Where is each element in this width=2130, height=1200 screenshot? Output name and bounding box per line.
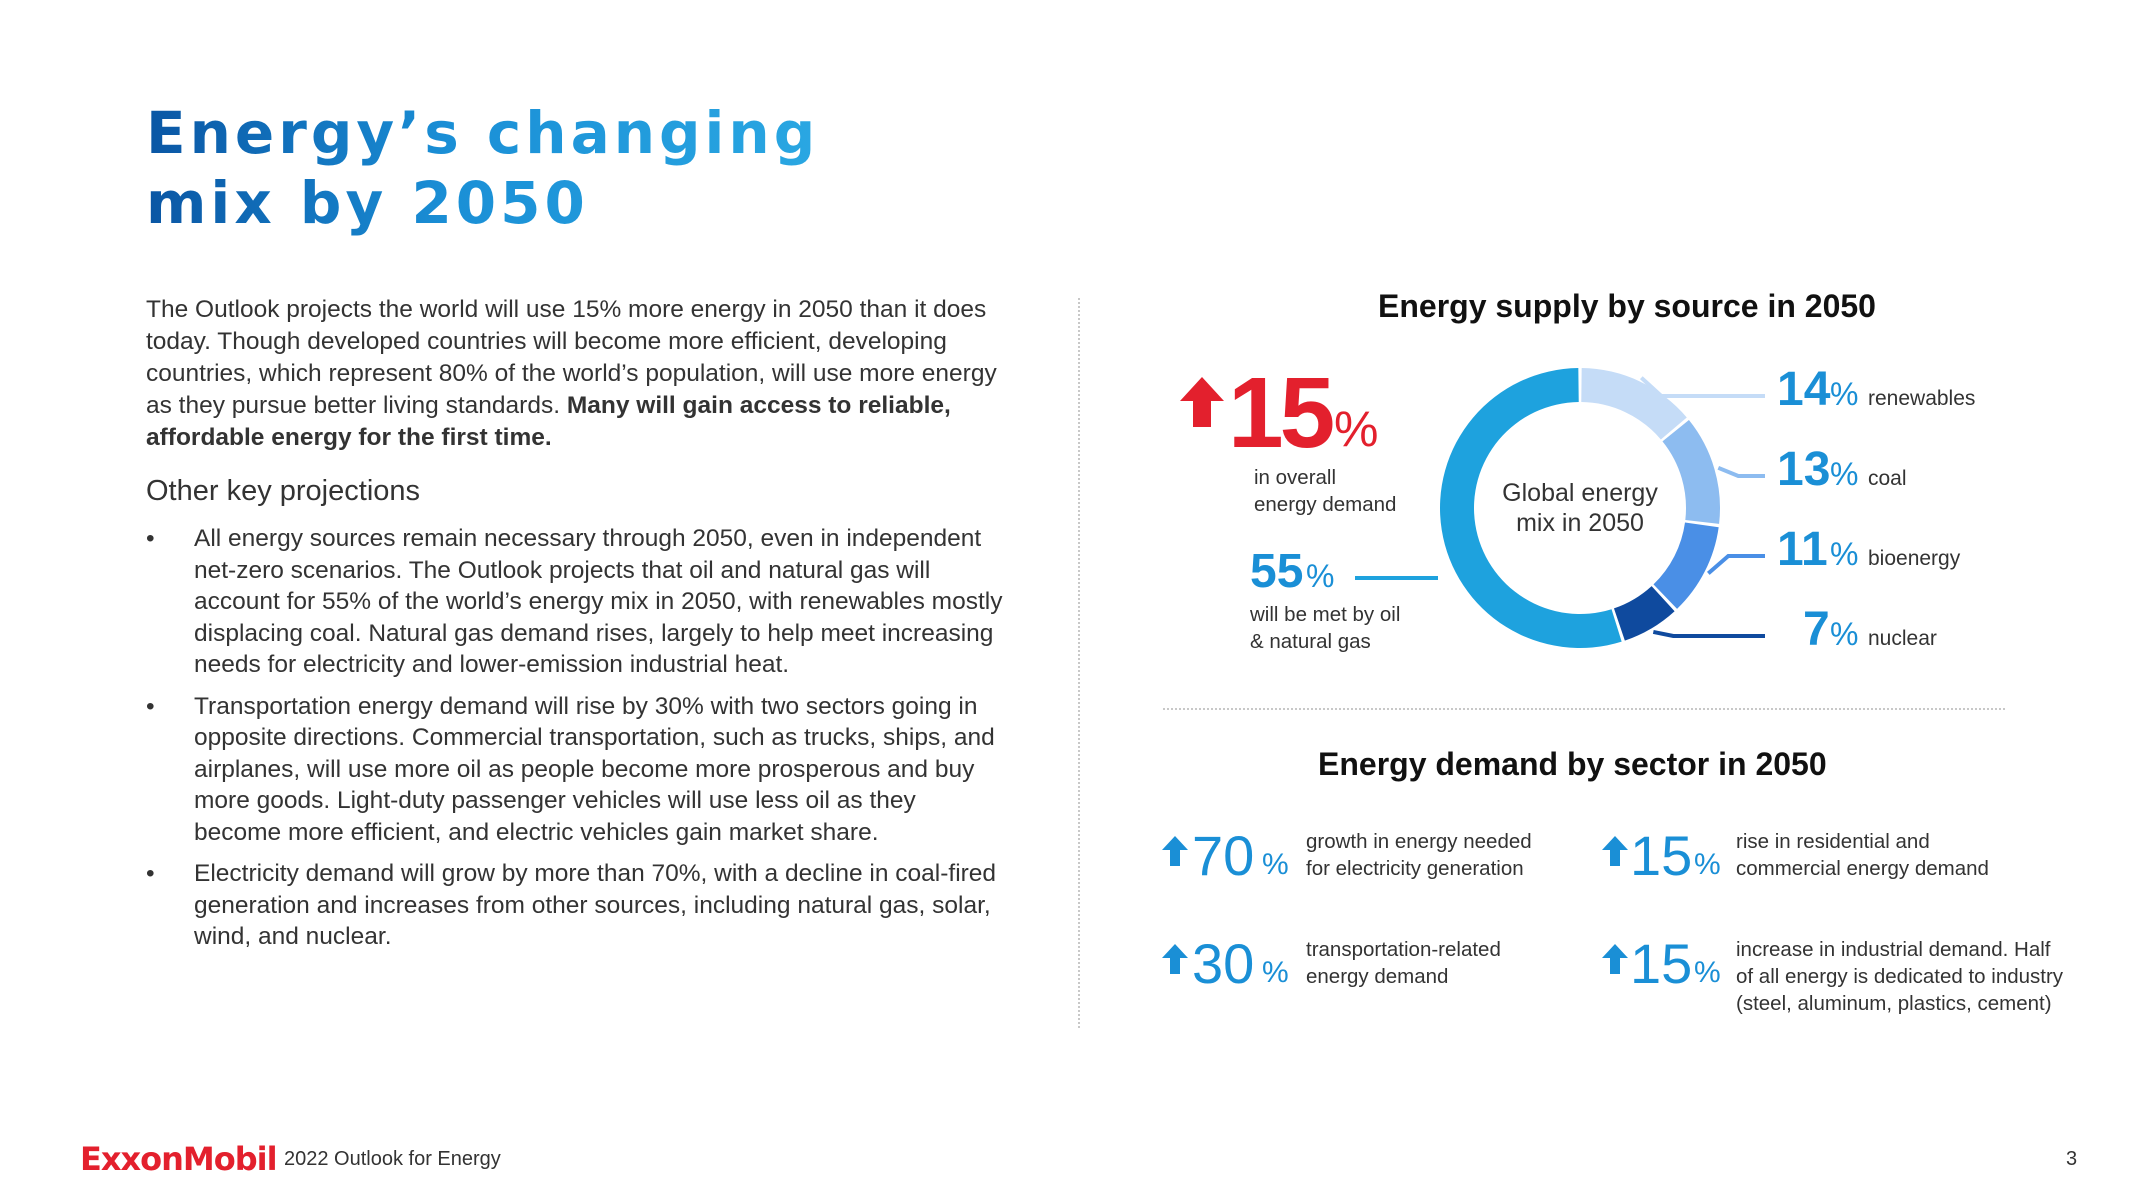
- residential-value: 15: [1630, 824, 1693, 887]
- residential-label: rise in residential and commercial energ…: [1736, 828, 1989, 882]
- footer-publication: 2022 Outlook for Energy: [284, 1148, 501, 1170]
- industrial-percent: %: [1694, 956, 1721, 989]
- list-item: • Electricity demand will grow by more th…: [146, 858, 1006, 953]
- transportation-label: transportation-related energy demand: [1306, 936, 1501, 990]
- up-arrow-icon: [1602, 836, 1628, 866]
- transportation-label-line1: transportation-related: [1306, 938, 1501, 961]
- residential-label-line1: rise in residential and: [1736, 830, 1930, 853]
- donut-slice-coal: [1662, 420, 1720, 524]
- oil-gas-label-line2: & natural gas: [1250, 630, 1371, 653]
- leader-line-bioenergy: [1706, 554, 1765, 575]
- list-item-text: Electricity demand will grow by more tha…: [194, 860, 997, 950]
- overall-demand-value: 15: [1228, 357, 1335, 469]
- nuclear-value: 7: [1803, 603, 1830, 656]
- exxonmobil-logo: ExxonMobil: [80, 1140, 278, 1178]
- nuclear-percent: %: [1830, 616, 1859, 652]
- bioenergy-value: 11: [1777, 523, 1828, 576]
- donut-slice-renewables: [1581, 368, 1687, 440]
- page-title: Energy’s changing mix by 2050: [146, 98, 819, 238]
- transportation-value: 30: [1192, 932, 1255, 995]
- overall-demand-label: in overall energy demand: [1254, 464, 1396, 518]
- industrial-value: 15: [1630, 932, 1693, 995]
- bioenergy-label: bioenergy: [1868, 547, 1961, 570]
- up-arrow-icon: [1180, 377, 1224, 427]
- up-arrow-icon: [1602, 944, 1628, 974]
- projections-list: • All energy sources remain necessary thr…: [146, 523, 1006, 963]
- bullet-icon: •: [146, 525, 155, 552]
- overall-demand-percent: %: [1334, 401, 1379, 457]
- residential-label-line2: commercial energy demand: [1736, 857, 1989, 880]
- oil-gas-label-line1: will be met by oil: [1250, 603, 1401, 626]
- transportation-label-line2: energy demand: [1306, 965, 1449, 988]
- electricity-percent: %: [1262, 848, 1289, 881]
- up-arrow-icon: [1162, 944, 1188, 974]
- renewables-percent: %: [1830, 376, 1859, 412]
- demand-heading: Energy demand by sector in 2050: [1318, 746, 1827, 782]
- overall-demand-label-line1: in overall: [1254, 466, 1337, 489]
- list-item: • Transportation energy demand will rise …: [146, 691, 1006, 849]
- list-item: • All energy sources remain necessary thr…: [146, 523, 1006, 681]
- projections-heading: Other key projections: [146, 475, 421, 507]
- oil-gas-percent: %: [1306, 558, 1335, 594]
- donut-slice-nuclear: [1613, 586, 1675, 641]
- industrial-label-line3: (steel, aluminum, plastics, cement): [1736, 992, 2052, 1015]
- up-arrow-icon: [1162, 836, 1188, 866]
- bullet-icon: •: [146, 692, 155, 720]
- intro-bold-text: Many will gain access to reliable, affor…: [146, 392, 951, 451]
- leader-line-renewables: [1639, 376, 1765, 398]
- overall-demand-label-line2: energy demand: [1254, 493, 1397, 516]
- industrial-label-line1: increase in industrial demand. Half: [1736, 938, 2051, 961]
- supply-heading: Energy supply by source in 2050: [1378, 288, 1876, 324]
- page-number: 3: [2066, 1148, 2078, 1170]
- leader-line-coal: [1717, 465, 1765, 478]
- page-title-line1: Energy’s changing: [146, 99, 820, 167]
- electricity-value: 70: [1192, 824, 1255, 887]
- coal-value: 13: [1777, 443, 1831, 496]
- transportation-percent: %: [1262, 956, 1289, 989]
- horizontal-divider: [1163, 708, 2005, 710]
- donut-center-line2: mix in 2050: [1516, 509, 1644, 537]
- donut-center-label: Global energy mix in 2050: [1490, 478, 1670, 538]
- leader-line-nuclear: [1652, 629, 1765, 638]
- oil-gas-value: 55: [1250, 545, 1304, 598]
- page-title-line2: mix by 2050: [146, 169, 589, 237]
- list-item-text: Transportation energy demand will rise b…: [194, 692, 995, 846]
- renewables-label: renewables: [1868, 387, 1976, 410]
- industrial-label: increase in industrial demand. Half of a…: [1736, 936, 2063, 1017]
- donut-center-line1: Global energy: [1502, 479, 1658, 507]
- intro-text: The Outlook projects the world will use …: [146, 296, 997, 419]
- renewables-value: 14: [1777, 363, 1831, 416]
- oil-gas-label: will be met by oil & natural gas: [1250, 601, 1400, 655]
- electricity-label: growth in energy needed for electricity …: [1306, 828, 1532, 882]
- electricity-label-line2: for electricity generation: [1306, 857, 1524, 880]
- bullet-icon: •: [146, 860, 155, 887]
- vertical-divider: [1078, 298, 1080, 1028]
- nuclear-label: nuclear: [1868, 627, 1937, 650]
- electricity-label-line1: growth in energy needed: [1306, 830, 1532, 853]
- coal-percent: %: [1830, 456, 1859, 492]
- coal-label: coal: [1868, 467, 1907, 490]
- list-item-text: All energy sources remain necessary thro…: [194, 525, 1003, 678]
- intro-paragraph: The Outlook projects the world will use …: [146, 294, 1006, 454]
- residential-percent: %: [1694, 848, 1721, 881]
- industrial-label-line2: of all energy is dedicated to industry: [1736, 965, 2064, 988]
- bioenergy-percent: %: [1830, 536, 1859, 572]
